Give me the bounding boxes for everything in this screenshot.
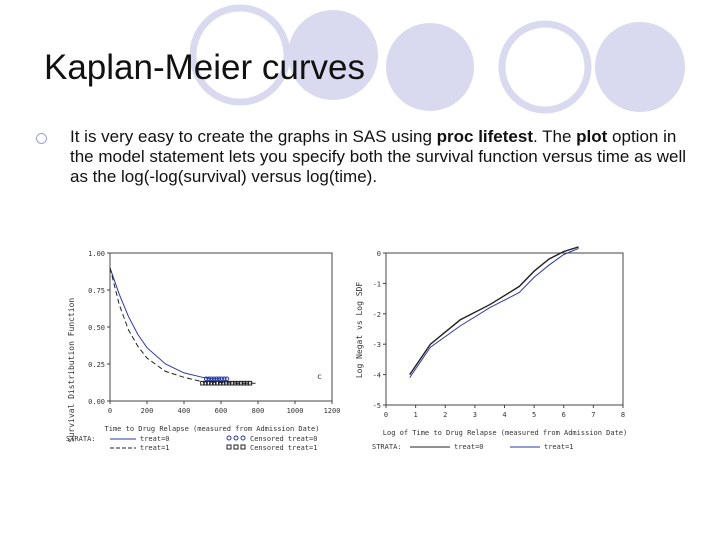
survival-legend-entry-3: Censored treat=1 [250,444,317,452]
survival-chart: Survival Distribution Function 0.00 0.25 0… [66,250,341,452]
loglog-xlabel: Log of Time to Drug Relapse (measured fr… [383,429,627,437]
loglog-legend-entry-0: treat=0 [454,443,484,451]
survival-censored-treat1-marker [209,380,214,386]
bullet-icon [36,133,47,144]
loglog-xtick-label: 8 [621,411,625,419]
survival-series-treat-1-line [109,267,258,384]
loglog-ytick-label: -4 [373,372,381,380]
survival-censored-treat1-marker [218,380,223,386]
survival-legend-marker-2 [226,435,246,441]
survival-xtick-label: 1200 [324,407,341,415]
bullet-text: It is very easy to create the graphs in … [70,127,700,187]
survival-ytick-label: 0.25 [88,361,105,369]
survival-annotation: c [317,372,322,381]
loglog-ytick-label: -2 [373,311,381,319]
survival-ylabel-group: Survival Distribution Function [67,298,76,443]
loglog-xtick-label: 6 [562,411,566,419]
survival-xtick-label: 400 [178,407,191,415]
survival-xlabel: Time to Drug Relapse (measured from Admi… [105,425,320,433]
loglog-series-treat-0-line [409,246,579,375]
survival-ytick-label: 0.75 [88,287,105,295]
survival-censored-treat0-marker [209,376,214,382]
slide-title: Kaplan-Meier curves [44,48,365,87]
loglog-chart: Log Negat vs Log SDF -5 -4 -3 -2 -1 0 0 1 2 3 4 5 6… [355,246,627,451]
loglog-xtick-label: 3 [473,411,477,419]
loglog-ylabel-group: Log Negat vs Log SDF [355,282,364,379]
survival-censored-treat0-marker [219,376,224,382]
loglog-xtick-label: 0 [384,411,388,419]
survival-censored-treat1-marker [226,380,232,386]
loglog-xtick-label: 1 [414,411,418,419]
bullet-text-part1: It is very easy to create the graphs in … [70,127,437,146]
survival-censored-treat1-marker [232,380,238,386]
loglog-xtick-label: 5 [532,411,536,419]
bullet-text-bold1: proc lifetest [436,127,533,146]
loglog-series-treat-1-line [409,247,579,378]
bullet-text-part3: option in the model statement lets you s… [70,127,687,186]
survival-xtick-label: 800 [252,407,265,415]
survival-xtick-label: 1000 [287,407,304,415]
loglog-ytick-label: -3 [373,341,381,349]
survival-legend-title: STRATA: [66,435,96,443]
loglog-xtick-label: 7 [591,411,595,419]
survival-legend-entry-2: Censored treat=0 [250,435,317,443]
survival-censored-treat0-marker [222,376,227,382]
survival-censored-treat1-marker [215,380,220,386]
loglog-ylabel: Log Negat vs Log SDF [355,282,364,379]
survival-censored-treat0-marker [211,376,217,382]
loglog-ytick-label: -1 [373,280,381,288]
survival-xtick-label: 0 [108,407,112,415]
survival-xtick-label: 600 [215,407,228,415]
survival-censored-treat1-marker [223,380,229,386]
loglog-plot-frame [385,252,624,406]
survival-censored-treat1-marker [244,380,250,386]
survival-censored-treat1-marker [220,380,226,386]
survival-censored-treat1-marker [247,380,253,386]
loglog-xtick-label: 2 [443,411,447,419]
survival-xtick-label: 200 [141,407,154,415]
survival-series-treat-0-line [109,267,221,380]
survival-ytick-label: 0.00 [88,398,105,406]
loglog-xtick-label: 4 [502,411,506,419]
survival-ytick-label: 1.00 [88,250,105,258]
survival-censored-treat0-marker [206,376,212,382]
survival-ylabel: Survival Distribution Function [67,298,76,443]
survival-censored-treat1-marker [229,380,235,386]
loglog-legend-entry-1: treat=1 [544,443,574,451]
survival-censored-treat1-marker [238,380,244,386]
survival-censored-treat0-marker [216,376,222,382]
survival-censored-treat1-marker [212,380,217,386]
survival-legend-entry-0: treat=0 [140,435,170,443]
loglog-ytick-label: 0 [377,250,381,258]
survival-censored-treat1-marker [203,380,208,386]
loglog-ytick-label: -5 [373,402,381,410]
survival-censored-treat0-marker [214,376,219,382]
survival-censored-treat1-marker [200,380,205,386]
loglog-legend-title: STRATA: [372,443,402,451]
bullet-text-part2: . The [533,127,577,146]
survival-censored-treat0-marker [203,376,209,382]
survival-censored-treat1-marker [206,380,211,386]
decorative-circles [189,4,685,114]
survival-censored-treat1-marker [235,380,241,386]
bullet-text-bold2: plot [576,127,608,146]
survival-legend-marker-3 [226,444,246,450]
survival-legend-entry-1: treat=1 [140,444,170,452]
survival-ytick-label: 0.50 [88,324,105,332]
survival-censored-treat1-marker [241,380,247,386]
survival-censored-treat0-marker [224,376,230,382]
